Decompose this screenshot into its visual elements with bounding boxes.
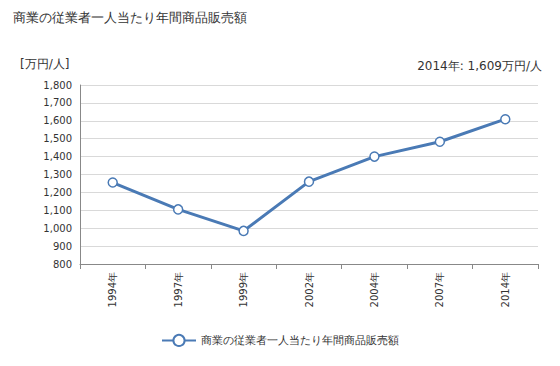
svg-text:1999年: 1999年: [238, 272, 249, 307]
svg-text:1,000: 1,000: [43, 223, 72, 234]
svg-text:1,300: 1,300: [43, 169, 72, 180]
svg-text:2004年: 2004年: [369, 272, 380, 307]
svg-text:1,100: 1,100: [43, 205, 72, 216]
svg-text:2007年: 2007年: [434, 272, 445, 307]
svg-text:1,400: 1,400: [43, 151, 72, 162]
svg-text:1994年: 1994年: [107, 272, 118, 307]
svg-text:1,200: 1,200: [43, 187, 72, 198]
svg-text:1,800: 1,800: [43, 80, 72, 91]
svg-text:2014年: 2014年: [500, 272, 511, 307]
svg-text:2002年: 2002年: [304, 272, 315, 307]
svg-text:1,500: 1,500: [43, 133, 72, 144]
svg-text:商業の従業者一人当たり年間商品販売額: 商業の従業者一人当たり年間商品販売額: [13, 10, 247, 25]
svg-text:2014年: 1,609万円/人: 2014年: 1,609万円/人: [417, 59, 542, 73]
svg-text:商業の従業者一人当たり年間商品販売額: 商業の従業者一人当たり年間商品販売額: [201, 334, 399, 347]
svg-text:800: 800: [53, 259, 72, 270]
svg-text:1,600: 1,600: [43, 115, 72, 126]
svg-text:900: 900: [53, 241, 72, 252]
svg-text:[万円/人]: [万円/人]: [20, 57, 69, 71]
svg-text:1,700: 1,700: [43, 97, 72, 108]
svg-text:1997年: 1997年: [173, 272, 184, 307]
